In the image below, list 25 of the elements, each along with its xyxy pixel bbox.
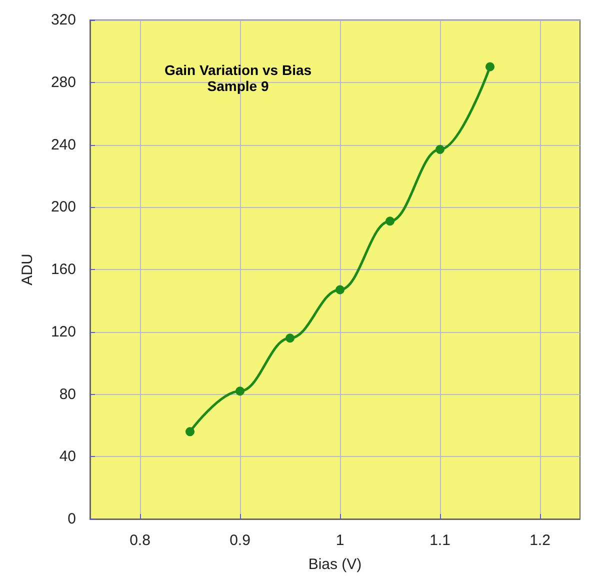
text: Sample 9 — [207, 78, 269, 94]
x-tick-label: 1.2 — [530, 532, 550, 549]
y-tick-label: 240 — [50, 136, 76, 154]
point — [236, 386, 244, 396]
x-tick-label: 1 — [336, 532, 344, 549]
y-axis-title: ADU — [19, 254, 36, 286]
point — [486, 62, 494, 72]
point — [286, 334, 294, 343]
x-tick-label: 0.9 — [230, 532, 250, 549]
y-tick-label: 120 — [50, 323, 76, 340]
point — [386, 216, 394, 226]
y-tick-label: 80 — [59, 386, 76, 403]
point — [436, 144, 444, 154]
x-axis-title: Bias (V) — [308, 556, 362, 573]
point — [336, 285, 344, 294]
y-tick-label: 40 — [59, 448, 76, 466]
x-tick-label: 1.1 — [430, 532, 450, 549]
y-tick-label: 280 — [50, 74, 76, 91]
y-tick-label: 160 — [50, 261, 76, 278]
x-tick-label: 0.8 — [130, 532, 150, 549]
y-tick-label: 0 — [68, 510, 76, 528]
text: Gain Variation vs Bias — [164, 62, 312, 78]
y-tick-label: 320 — [50, 12, 76, 28]
point — [186, 427, 194, 436]
y-tick-label: 200 — [50, 198, 76, 216]
